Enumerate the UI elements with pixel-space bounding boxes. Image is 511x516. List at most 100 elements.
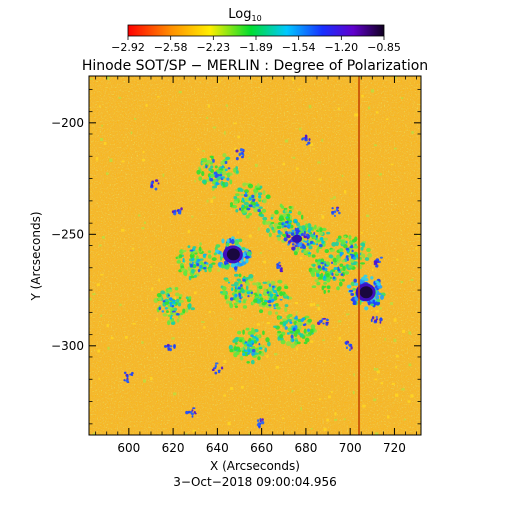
background-pixel [417, 233, 420, 237]
background-pixel [263, 260, 267, 264]
plage-pixel [300, 333, 304, 338]
magnetic-region-pixel [290, 232, 295, 236]
magnetic-region-pixel [296, 230, 301, 233]
background-pixel [292, 78, 295, 82]
plage-pixel [293, 320, 298, 325]
background-pixel [313, 148, 316, 150]
network-pixel [322, 322, 325, 325]
background-pixel [354, 113, 358, 117]
background-pixel [291, 389, 294, 393]
background-pixel [334, 412, 337, 416]
network-pixel [259, 417, 262, 421]
network-pixel [345, 255, 349, 258]
plage-pixel [282, 321, 288, 325]
sunspot-penumbra [221, 238, 225, 244]
background-pixel [304, 221, 308, 223]
plage-pixel [244, 292, 247, 297]
background-pixel [187, 229, 190, 234]
background-pixel [167, 312, 170, 315]
background-pixel [356, 113, 360, 117]
plage-pixel [264, 347, 268, 353]
network-pixel [272, 287, 275, 291]
background-pixel [266, 354, 269, 358]
background-pixel [401, 388, 405, 391]
colorbar-tick-label: −2.92 [111, 41, 145, 54]
plage-pixel [245, 214, 250, 219]
background-pixel [309, 303, 313, 307]
y-axis-label: Y (Arcseconds) [29, 211, 43, 301]
network-pixel [224, 168, 228, 172]
background-pixel [378, 327, 382, 330]
background-pixel [98, 244, 102, 247]
sunspot-penumbra [244, 255, 250, 259]
network-pixel [286, 223, 291, 228]
background-pixel [326, 254, 328, 257]
network-pixel [192, 257, 195, 261]
plage-pixel [251, 345, 256, 350]
network-pixel [339, 251, 343, 256]
network-pixel [246, 291, 251, 295]
plage-pixel [232, 204, 238, 209]
background-pixel [379, 173, 382, 176]
background-pixel [201, 321, 205, 323]
plage-pixel [246, 360, 250, 364]
network-pixel [290, 334, 294, 339]
plage-pixel [337, 235, 342, 239]
plage-pixel [182, 308, 186, 314]
network-pixel [175, 313, 180, 316]
network-pixel [241, 155, 244, 159]
network-pixel [250, 291, 253, 295]
plage-pixel [256, 299, 262, 304]
plage-pixel [241, 289, 245, 294]
network-pixel [351, 249, 354, 253]
plage-pixel [258, 206, 263, 210]
background-pixel [150, 376, 153, 381]
background-pixel [224, 131, 226, 135]
network-pixel [267, 300, 272, 304]
network-pixel [300, 318, 305, 323]
background-pixel [334, 418, 338, 421]
network-pixel [278, 261, 281, 264]
artifact-column [358, 76, 361, 435]
plage-pixel [182, 249, 187, 253]
plage-pixel [274, 302, 279, 307]
plage-pixel [162, 313, 168, 317]
network-pixel [349, 343, 353, 347]
network-pixel [304, 323, 307, 326]
background-pixel [408, 363, 412, 367]
background-pixel [237, 231, 239, 234]
network-pixel [157, 182, 160, 185]
plage-pixel [224, 181, 229, 187]
plage-pixel [199, 242, 202, 246]
background-pixel [360, 232, 363, 234]
plage-pixel [276, 225, 282, 230]
plage-pixel [336, 286, 340, 291]
network-pixel [307, 328, 311, 332]
network-pixel [191, 415, 194, 418]
plage-pixel [236, 278, 241, 282]
network-pixel [154, 179, 159, 182]
background-pixel [100, 314, 103, 317]
plage-pixel [286, 318, 293, 322]
background-pixel [227, 421, 231, 426]
plage-pixel [267, 310, 272, 316]
plage-pixel [252, 282, 257, 286]
network-pixel [318, 243, 323, 248]
background-pixel [106, 76, 110, 80]
background-pixel [313, 302, 316, 307]
plage-pixel [284, 209, 288, 213]
network-pixel [161, 310, 165, 313]
plage-pixel [277, 316, 281, 320]
network-pixel [282, 221, 285, 225]
sunspot-penumbra [350, 298, 354, 301]
plage-pixel [235, 208, 239, 213]
plage-pixel [248, 274, 254, 279]
plage-pixel [277, 330, 282, 334]
plage-pixel [366, 247, 371, 253]
network-pixel [301, 138, 304, 141]
plage-pixel [228, 344, 233, 350]
background-pixel [391, 382, 395, 385]
network-pixel [268, 304, 272, 307]
sunspot-penumbra [353, 278, 357, 283]
background-pixel [330, 198, 334, 200]
